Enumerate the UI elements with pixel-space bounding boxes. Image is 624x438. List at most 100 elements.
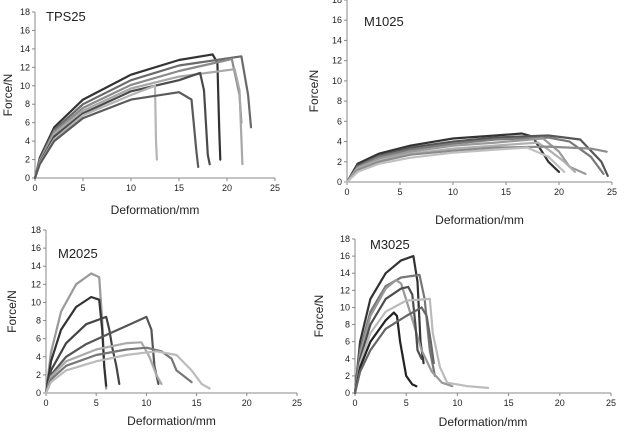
y-tick-label: 14 <box>340 268 350 278</box>
y-tick-label: 12 <box>20 62 30 72</box>
series-line-7 <box>33 91 200 180</box>
y-tick-label: 8 <box>345 320 350 330</box>
y-tick-label: 8 <box>25 99 30 109</box>
y-tick-label: 4 <box>337 137 342 147</box>
y-axis-title: Force/N <box>307 70 321 113</box>
x-tick-label: 15 <box>192 398 202 408</box>
x-tick-label: 10 <box>448 187 458 197</box>
series-line-5 <box>353 297 490 395</box>
x-axis-title: Deformation/mm <box>439 415 528 429</box>
x-tick-label: 20 <box>555 398 565 408</box>
x-axis-title: Deformation/mm <box>127 414 216 428</box>
x-tick-label: 25 <box>292 398 302 408</box>
y-axis-title: Force/N <box>312 295 326 338</box>
y-tick-label: 6 <box>345 337 350 347</box>
y-tick-label: 8 <box>337 96 342 106</box>
x-tick-label: 15 <box>501 187 511 197</box>
series-line-7 <box>44 350 211 395</box>
y-tick-label: 14 <box>20 44 30 54</box>
y-tick-label: 0 <box>337 177 342 187</box>
series-line-4 <box>33 68 244 180</box>
chart-panel-3: 0 5 10 15 20 25 0 2 4 6 8 10 12 14 16 18 Deformation/mm F… <box>5 225 302 428</box>
y-tick-label: 14 <box>332 35 342 45</box>
x-tick-label: 20 <box>222 183 232 193</box>
y-tick-label: 10 <box>340 302 350 312</box>
y-tick-label: 16 <box>340 251 350 261</box>
series-line-7 <box>353 306 435 395</box>
x-tick-label: 10 <box>141 398 151 408</box>
y-tick-label: 16 <box>20 25 30 35</box>
series-line-4 <box>345 137 587 184</box>
y-tick-label: 0 <box>345 388 350 398</box>
series-line-6 <box>345 145 608 184</box>
panel-title: TPS25 <box>46 9 86 24</box>
y-tick-label: 0 <box>25 173 30 183</box>
x-tick-label: 5 <box>404 398 409 408</box>
x-tick-label: 25 <box>607 187 617 197</box>
x-tick-label: 10 <box>126 183 136 193</box>
y-tick-label: 16 <box>332 15 342 25</box>
series-line-4 <box>44 315 160 395</box>
x-tick-label: 0 <box>352 398 357 408</box>
y-tick-label: 12 <box>31 279 41 289</box>
y-tick-label: 18 <box>340 234 350 244</box>
x-tick-label: 15 <box>504 398 514 408</box>
x-axis-title: Deformation/mm <box>435 213 524 227</box>
series-line-6 <box>353 311 418 395</box>
y-tick-label: 2 <box>345 371 350 381</box>
chart-panel-2: 0 5 10 15 20 25 0 2 4 6 8 10 12 14 16 18 Deformation/mm F… <box>307 0 617 227</box>
series-line-6 <box>44 346 193 395</box>
x-tick-label: 5 <box>94 398 99 408</box>
chart-panel-1: 0 5 10 15 20 25 0 2 4 6 8 10 12 14 16 18 Deformation/mm F… <box>1 7 280 217</box>
series-line-1 <box>353 255 425 395</box>
y-tick-label: 18 <box>31 225 41 235</box>
y-tick-label: 4 <box>25 136 30 146</box>
y-tick-label: 2 <box>36 370 41 380</box>
x-tick-label: 5 <box>80 183 85 193</box>
series-line-5 <box>44 341 163 395</box>
series-line-7 <box>345 146 566 184</box>
y-tick-label: 16 <box>31 243 41 253</box>
y-axis-title: Force/N <box>1 74 15 117</box>
x-tick-label: 0 <box>43 398 48 408</box>
series-line-4 <box>353 285 423 395</box>
y-tick-label: 6 <box>337 116 342 126</box>
x-tick-label: 15 <box>174 183 184 193</box>
y-tick-label: 2 <box>337 157 342 167</box>
x-tick-label: 5 <box>397 187 402 197</box>
x-tick-label: 25 <box>606 398 616 408</box>
y-tick-label: 10 <box>20 81 30 91</box>
y-tick-label: 4 <box>36 352 41 362</box>
y-tick-label: 18 <box>20 7 30 17</box>
y-tick-label: 10 <box>332 76 342 86</box>
panel-title: M3025 <box>370 237 410 252</box>
chart-panel-4: 0 5 10 15 20 25 0 2 4 6 8 10 12 14 16 18 Deformation/mm F… <box>312 234 616 429</box>
x-tick-label: 25 <box>270 183 280 193</box>
panel-title: M2025 <box>58 246 98 261</box>
y-tick-label: 4 <box>345 354 350 364</box>
y-tick-label: 12 <box>340 285 350 295</box>
x-axis-title: Deformation/mm <box>111 203 200 217</box>
y-tick-label: 14 <box>31 261 41 271</box>
series-line-3 <box>353 279 454 395</box>
series-line-2 <box>353 273 436 395</box>
y-tick-label: 12 <box>332 56 342 66</box>
y-tick-label: 8 <box>36 316 41 326</box>
y-tick-label: 0 <box>36 388 41 398</box>
y-tick-label: 10 <box>31 297 41 307</box>
y-tick-label: 18 <box>332 0 342 5</box>
y-axis-title: Force/N <box>5 290 19 333</box>
series-line-1 <box>345 132 561 184</box>
panel-title: M1025 <box>364 14 404 29</box>
x-tick-label: 0 <box>344 187 349 197</box>
series-line-3 <box>44 315 121 395</box>
x-tick-label: 20 <box>554 187 564 197</box>
x-tick-label: 10 <box>452 398 462 408</box>
y-tick-label: 6 <box>36 334 41 344</box>
x-tick-label: 20 <box>242 398 252 408</box>
y-tick-label: 2 <box>25 155 30 165</box>
x-tick-label: 0 <box>32 183 37 193</box>
y-tick-label: 6 <box>25 118 30 128</box>
